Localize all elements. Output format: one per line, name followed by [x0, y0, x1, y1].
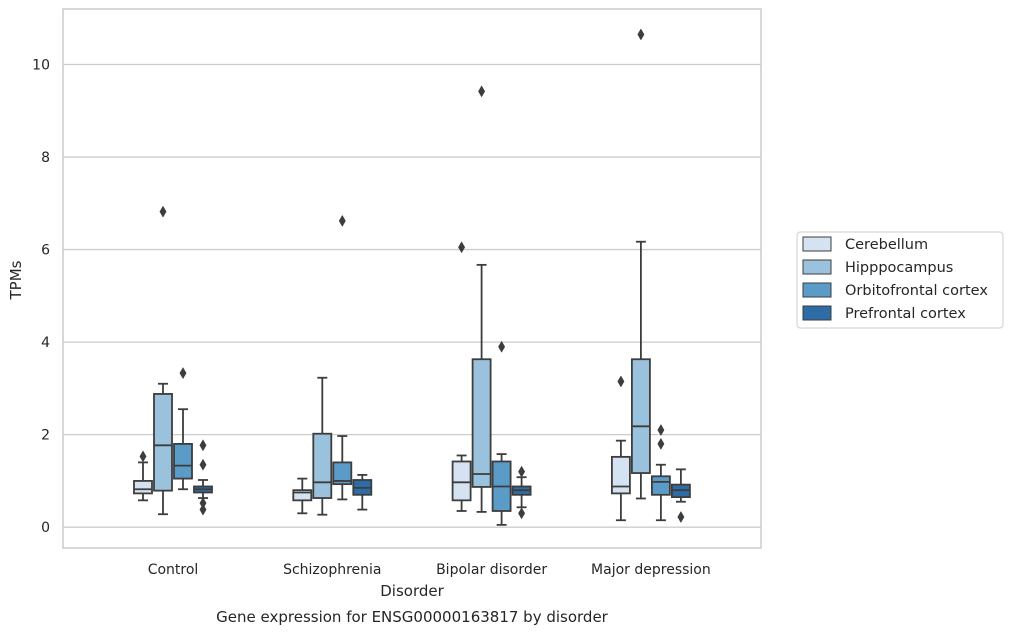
box-body	[631, 358, 651, 474]
outlier-point	[677, 511, 685, 523]
outlier-point	[657, 437, 665, 450]
outlier-point	[458, 241, 466, 254]
box-group	[292, 477, 313, 515]
outlier-point	[199, 458, 207, 471]
outlier-point	[159, 205, 167, 218]
y-tick-label: 4	[41, 335, 50, 351]
box-body	[332, 461, 353, 486]
box-group	[312, 376, 333, 516]
legend-label: Orbitofrontal cortex	[845, 283, 988, 299]
outlier-point	[518, 507, 526, 520]
y-axis-label: TPMs	[7, 260, 25, 300]
legend-label: Prefrontal cortex	[845, 306, 966, 322]
outlier-point	[338, 214, 346, 227]
box-body	[173, 443, 193, 480]
box-group	[471, 85, 492, 513]
box-group	[193, 439, 213, 516]
x-tick-label: Bipolar disorder	[436, 562, 547, 578]
box-body	[292, 489, 313, 502]
legend-label: Cerebellum	[845, 237, 928, 253]
box-group	[511, 465, 532, 520]
outlier-point	[478, 85, 486, 98]
box-body	[133, 480, 153, 495]
x-axis-label: Disorder	[380, 582, 444, 600]
y-tick-label: 10	[32, 58, 50, 74]
x-tick-label: Control	[148, 562, 199, 578]
chart-caption: Gene expression for ENSG00000163817 by d…	[216, 608, 609, 626]
box-group	[651, 424, 671, 522]
y-tick-label: 0	[41, 520, 50, 536]
y-tick-label: 8	[41, 150, 50, 166]
legend-swatch	[802, 305, 832, 321]
box-group	[611, 375, 631, 522]
gridlines	[63, 63, 761, 528]
boxes	[133, 28, 691, 526]
outlier-point	[617, 375, 625, 388]
outlier-point	[498, 340, 506, 353]
box-group	[352, 473, 373, 511]
outlier-point	[139, 450, 147, 463]
box-body	[451, 460, 472, 502]
x-tick-label: Schizophrenia	[283, 562, 381, 578]
x-tick-label: Major depression	[591, 562, 711, 578]
box-group	[173, 367, 193, 491]
box-body	[651, 475, 671, 496]
box-group	[133, 450, 153, 502]
box-group	[153, 205, 173, 516]
box-body	[471, 358, 492, 488]
box-body	[312, 432, 333, 499]
outlier-point	[179, 367, 187, 380]
box-group	[671, 468, 691, 523]
legend-swatch	[802, 282, 832, 298]
box-body	[153, 393, 173, 492]
box-group	[491, 340, 512, 526]
box-group	[451, 241, 472, 512]
outlier-point	[518, 465, 526, 478]
tick-labels: 0 2 4 6 8 10 Control Schizophrenia Bipolar disor…	[32, 58, 711, 578]
legend-swatch	[802, 236, 832, 252]
legend-frame	[796, 231, 1004, 329]
outlier-point	[637, 28, 645, 41]
plot-frame	[62, 8, 762, 549]
legend-label: Hipppocampus	[845, 260, 953, 276]
y-tick-label: 6	[41, 243, 50, 259]
box-group	[332, 214, 353, 501]
box-group	[631, 28, 651, 500]
outlier-point	[199, 439, 207, 452]
legend-swatch	[802, 259, 832, 275]
outlier-point	[657, 424, 665, 437]
legend: Cerebellum Hipppocampus Orbitofrontal cort…	[796, 231, 1004, 329]
y-tick-label: 2	[41, 428, 50, 444]
box-body	[611, 455, 631, 495]
outlier-point	[199, 503, 207, 516]
